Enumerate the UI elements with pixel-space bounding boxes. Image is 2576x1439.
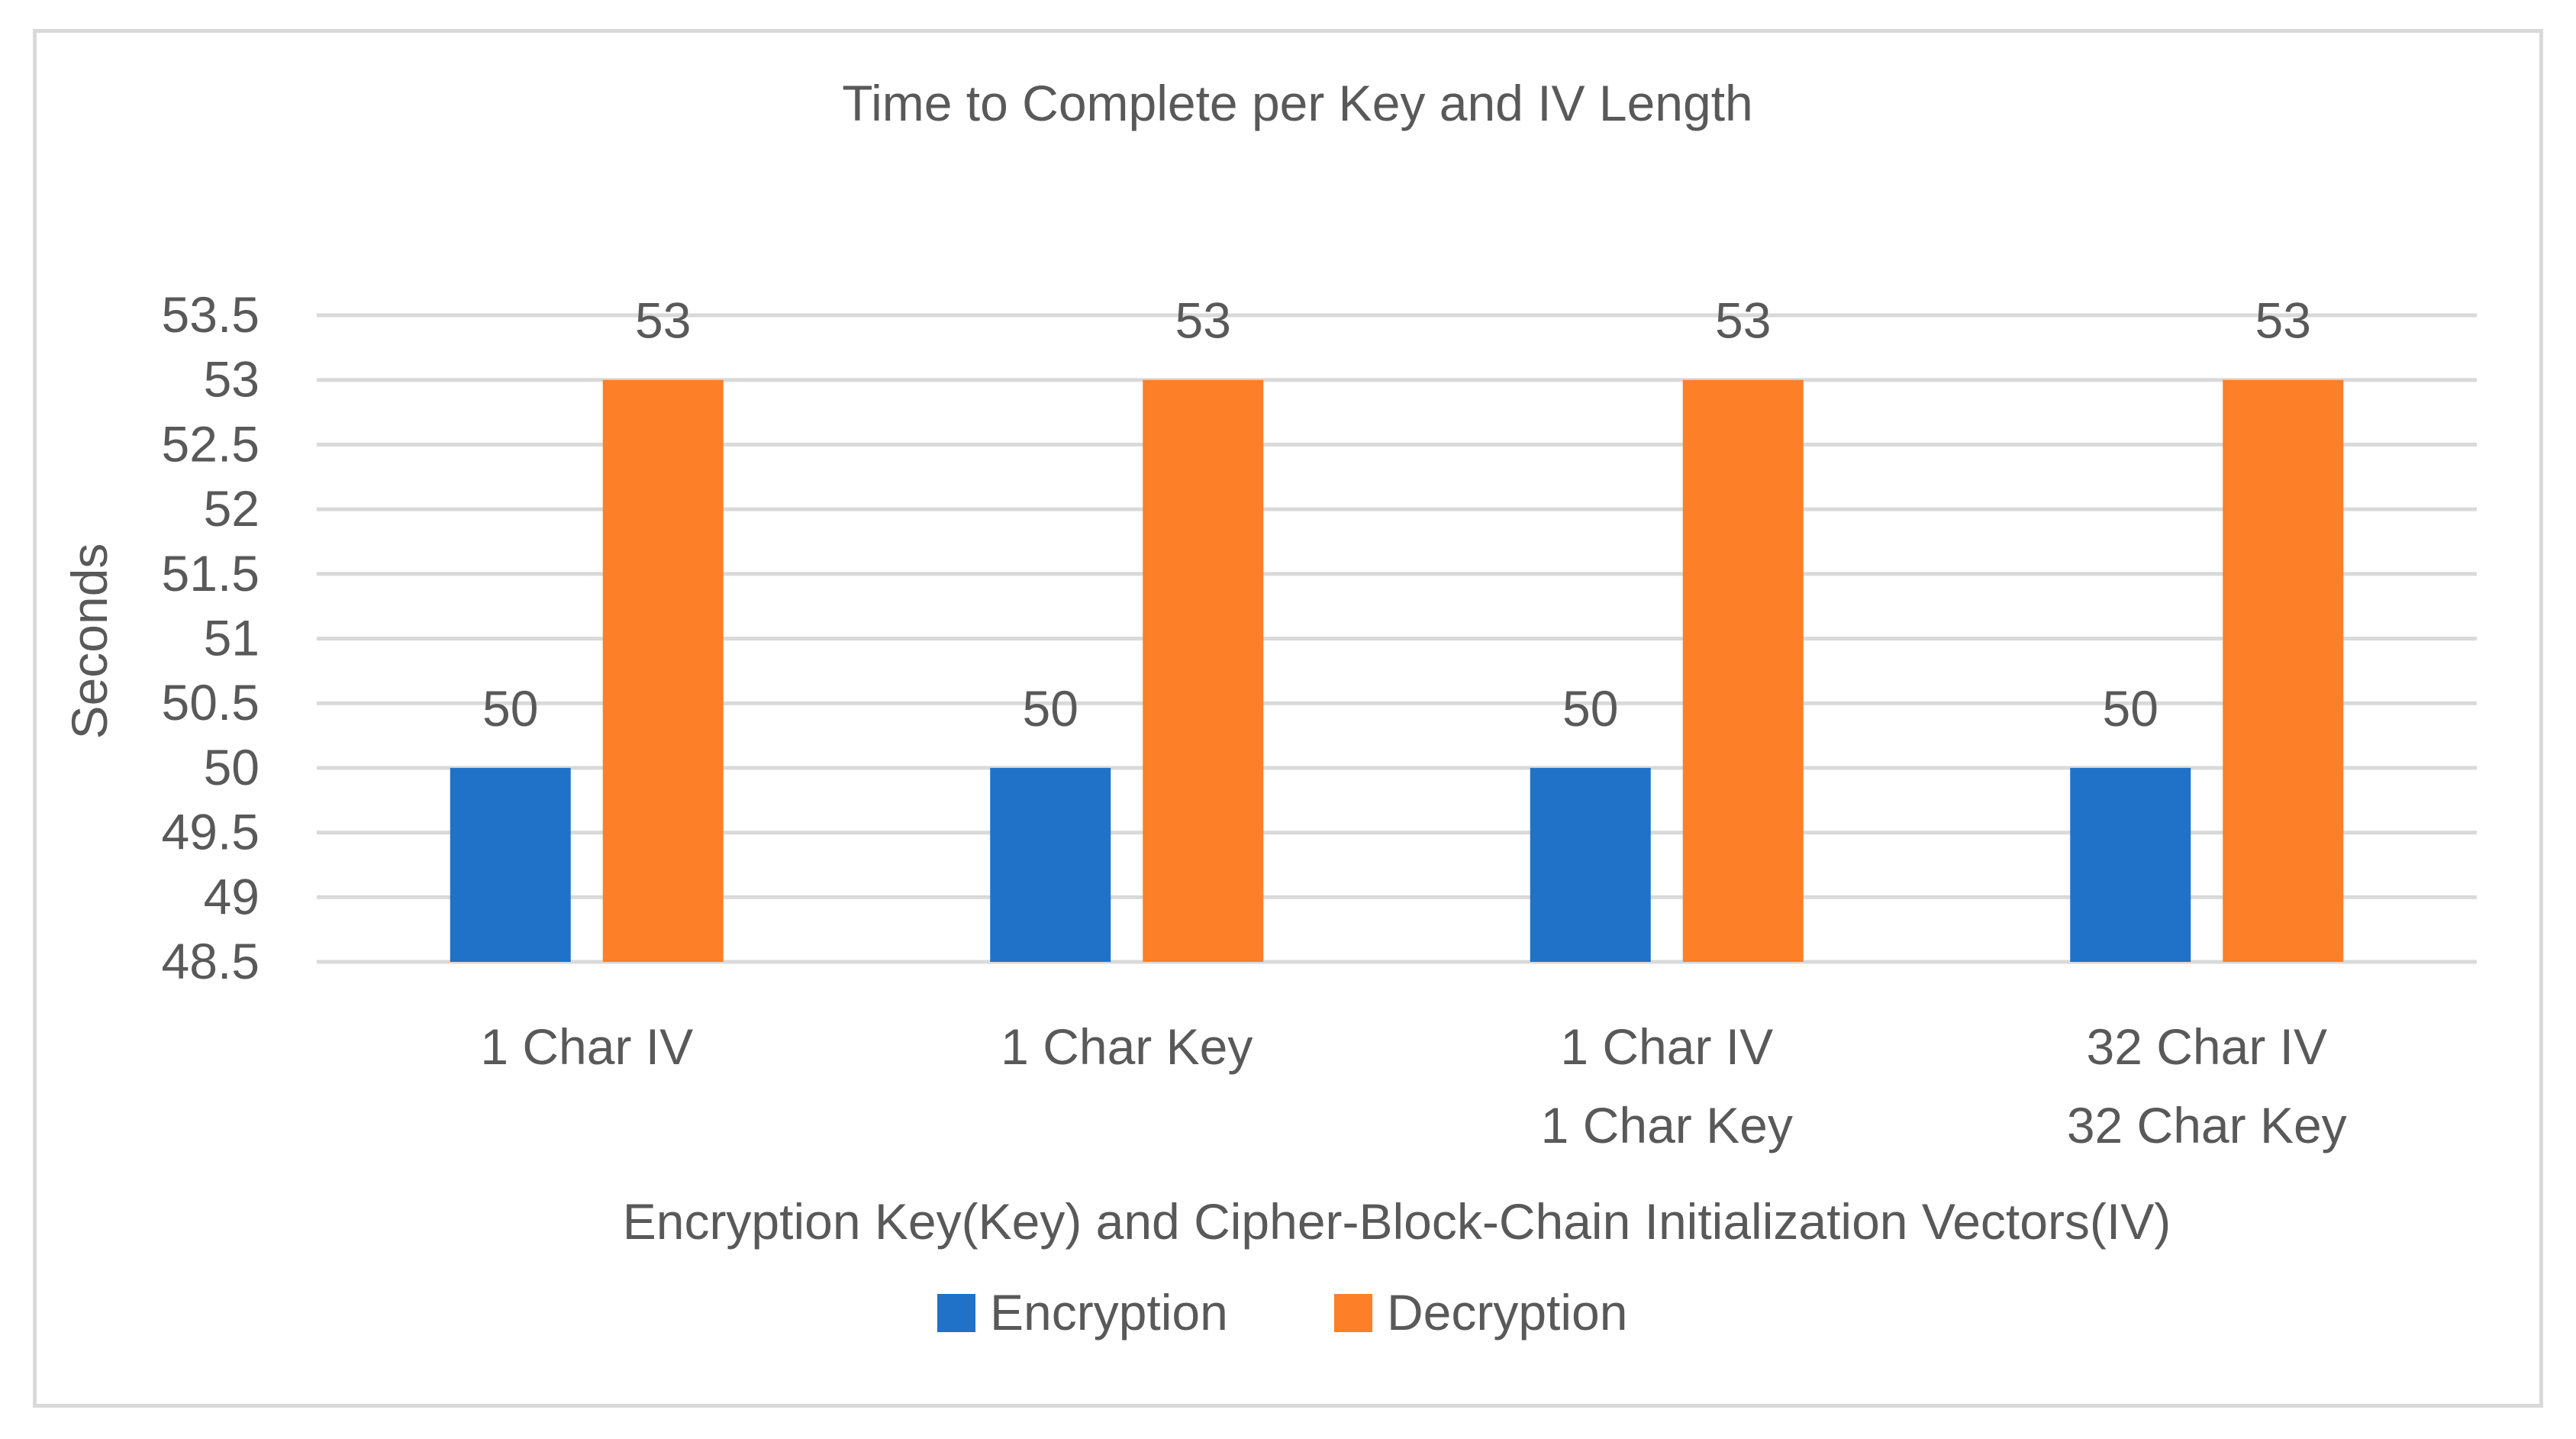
bars [450, 379, 2344, 962]
legend-label-encryption: Encryption [990, 1284, 1228, 1341]
chart-frame [33, 29, 2543, 1408]
y-tick-label: 52 [204, 480, 260, 537]
chart-title: Time to Complete per Key and IV Length [842, 75, 1753, 131]
y-tick-label: 50.5 [162, 674, 260, 731]
y-tick-label: 52.5 [162, 415, 260, 472]
legend-swatch-decryption [1334, 1294, 1372, 1332]
bar-decryption [2223, 379, 2344, 962]
legend-swatch-encryption [937, 1294, 975, 1332]
bar-encryption [2070, 767, 2191, 962]
legend: Encryption Decryption [937, 1284, 1627, 1341]
y-tick-label: 51 [204, 610, 260, 666]
legend-label-decryption: Decryption [1387, 1284, 1627, 1341]
data-labels: 50 53 50 53 50 53 50 53 [482, 292, 2311, 737]
data-label: 50 [1562, 680, 1618, 737]
y-axis-ticks: 48.5 49 49.5 50 50.5 51 51.5 52 52.5 53 53.5 [162, 286, 260, 989]
y-tick-label: 53.5 [162, 286, 260, 343]
bar-encryption [990, 767, 1111, 962]
y-tick-label: 49 [204, 868, 260, 924]
data-label: 50 [2103, 680, 2158, 737]
bar-decryption [1143, 379, 1264, 962]
y-tick-label: 51.5 [162, 545, 260, 602]
x-tick-label: 1 Char IV [480, 1018, 693, 1075]
y-tick-label: 53 [204, 351, 260, 408]
bar-encryption [450, 767, 571, 962]
data-label: 53 [635, 292, 691, 349]
x-axis-ticks: 1 Char IV 1 Char Key 1 Char IV 1 Char Key 32… [480, 1018, 2346, 1153]
data-label: 53 [2255, 292, 2311, 349]
bar-decryption [1682, 379, 1804, 962]
bar-encryption [1530, 767, 1651, 962]
x-tick-label: 32 Char Key [2067, 1097, 2347, 1153]
y-tick-label: 50 [204, 739, 260, 795]
data-label: 50 [482, 680, 538, 737]
bar-decryption [602, 379, 724, 962]
y-tick-label: 49.5 [162, 804, 260, 860]
data-label: 53 [1715, 292, 1771, 349]
x-tick-label: 32 Char IV [2087, 1018, 2328, 1075]
y-axis-label: Seconds [61, 544, 118, 740]
x-tick-label: 1 Char Key [1541, 1097, 1793, 1153]
x-tick-label: 1 Char IV [1560, 1018, 1773, 1075]
x-tick-label: 1 Char Key [1001, 1018, 1253, 1075]
data-label: 53 [1175, 292, 1231, 349]
x-axis-label: Encryption Key(Key) and Cipher-Block-Cha… [623, 1193, 2171, 1250]
data-label: 50 [1023, 680, 1078, 737]
y-tick-label: 48.5 [162, 933, 260, 989]
